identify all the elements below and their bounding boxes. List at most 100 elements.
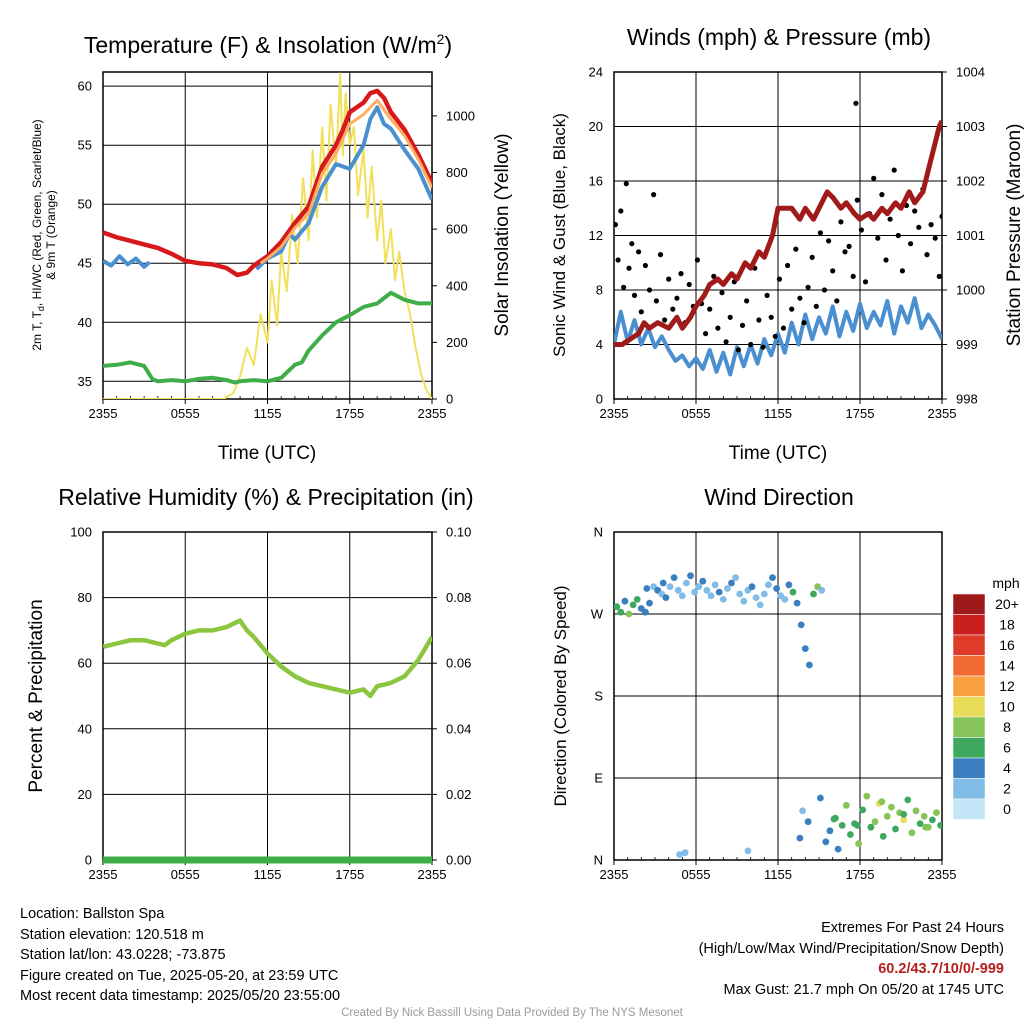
temp-y2tick-label: 600: [446, 222, 468, 237]
wdir-point: [822, 838, 830, 846]
temp-series-dewpoint: [103, 290, 432, 385]
winds-gust-point: [853, 100, 859, 106]
wdir-point: [666, 583, 674, 591]
wdir-point: [929, 816, 936, 824]
rh-y2tick-label: 0.08: [446, 590, 471, 605]
winds-gust-point: [653, 298, 660, 304]
colorbar-label: 18: [999, 617, 1015, 633]
wdir-point: [659, 579, 667, 587]
winds-gust-point: [764, 292, 770, 298]
winds-gust-point: [703, 331, 709, 337]
temp-series-solar: [103, 72, 432, 399]
wdir-point: [756, 601, 764, 609]
winds-gust-point: [715, 325, 721, 331]
wdir-point: [883, 812, 891, 820]
wdir-point: [834, 845, 842, 853]
temp-xtick-label: 2355: [89, 406, 118, 421]
winds-gust-point: [809, 254, 815, 260]
winds-ytick-label: 8: [596, 283, 603, 298]
temp-xtick-label: 0555: [171, 406, 200, 421]
figure-created: Figure created on Tue, 2025-05-20, at 23…: [20, 967, 339, 984]
recent-timestamp: Most recent data timestamp: 2025/05/20 2…: [20, 988, 341, 1004]
winds-xlabel: Time (UTC): [729, 443, 828, 464]
temp-ytick-label: 55: [78, 138, 92, 153]
winds-gust-point: [756, 317, 762, 323]
winds-gust-point: [895, 232, 901, 239]
colorbar-swatch: [952, 696, 986, 718]
winds-y2tick-label: 1000: [956, 283, 985, 298]
winds-gust-point: [636, 249, 642, 255]
colorbar-unit: mph: [992, 575, 1019, 591]
winds-gust-point: [614, 222, 618, 228]
wdir-point: [789, 588, 797, 596]
colorbar-label: 12: [999, 678, 1015, 694]
colorbar-label: 2: [1003, 781, 1011, 797]
max-gust: Max Gust: 21.7 mph On 05/20 at 1745 UTC: [723, 981, 1004, 998]
winds-gust-point: [908, 241, 914, 247]
winds-gust-point: [875, 235, 881, 241]
winds-gust-point: [821, 287, 828, 293]
winds-gust-point: [858, 227, 865, 233]
wdir-point: [643, 585, 651, 592]
wdir-point: [642, 608, 649, 616]
winds-gust-point: [772, 333, 778, 339]
winds-gust-point: [801, 320, 807, 326]
wdir-point: [888, 803, 895, 811]
winds-gust-point: [707, 306, 713, 312]
winds-gust-point: [846, 243, 852, 249]
winds-gust-point: [793, 246, 799, 252]
wdir-point: [922, 823, 929, 831]
wdir-xtick-label: 2355: [600, 867, 629, 882]
temp-series-9m-t: [259, 98, 432, 265]
wdir-point: [633, 596, 641, 603]
wdir-point: [711, 581, 719, 589]
wdir-point: [847, 831, 854, 838]
colorbar-label: 14: [999, 658, 1015, 674]
colorbar-label: 10: [999, 699, 1015, 715]
wdir-point: [744, 847, 752, 855]
wdir-point: [681, 849, 689, 857]
temp-ylabel-line2: & 9m T (Orange): [44, 190, 58, 280]
extremes-values: 60.2/43.7/10/0/-999: [878, 961, 1004, 977]
temp-title: Temperature (F) & Insolation (W/m2): [84, 31, 452, 58]
colorbar-swatch: [952, 716, 986, 738]
rh-ytick-label: 80: [78, 590, 92, 605]
winds-gust-point: [805, 284, 811, 290]
wdir-point: [826, 827, 834, 835]
winds-gust-point: [666, 276, 672, 282]
wdir-point: [804, 818, 812, 826]
winds-y2tick-label: 999: [956, 337, 978, 352]
winds-gust-point: [621, 284, 627, 290]
winds-gust-point: [629, 241, 635, 247]
winds-gust-point: [719, 290, 725, 296]
wdir-point: [892, 825, 899, 833]
wdir-point: [916, 820, 924, 827]
wdir-point: [859, 806, 867, 814]
wdir-point: [900, 816, 908, 824]
wdir-point: [904, 796, 912, 804]
winds-gust-point: [928, 222, 934, 228]
temp-ylabel: 2m T, Td, HI/WC (Red, Green, Scarlet/Blu…: [30, 119, 46, 350]
temp-ytick-label: 60: [78, 79, 92, 94]
winds-gust-point: [646, 287, 653, 293]
winds-gust-point: [924, 252, 930, 258]
rh-y2tick-label: 0.04: [446, 721, 471, 736]
wdir-xtick-label: 0555: [682, 867, 711, 882]
temp-xlabel: Time (UTC): [218, 443, 317, 464]
wdir-point: [867, 823, 875, 831]
wdir-point: [736, 590, 744, 598]
temp-y2label: Solar Insolation (Yellow): [492, 133, 513, 336]
winds-gust-point: [748, 341, 754, 348]
winds-gust-point: [899, 268, 906, 274]
winds-series-pressure: [614, 119, 942, 347]
wdir-point: [878, 798, 886, 806]
wdir-point: [724, 585, 731, 592]
winds-ytick-label: 16: [589, 174, 603, 189]
rh-xtick-label: 1155: [254, 867, 282, 882]
winds-gust-point: [618, 208, 624, 214]
winds-gust-point: [723, 339, 729, 345]
wdir-xtick-label: 2355: [928, 867, 957, 882]
rh-ytick-label: 20: [78, 787, 92, 802]
wdir-point: [715, 588, 723, 596]
colorbar-swatch: [952, 593, 986, 615]
